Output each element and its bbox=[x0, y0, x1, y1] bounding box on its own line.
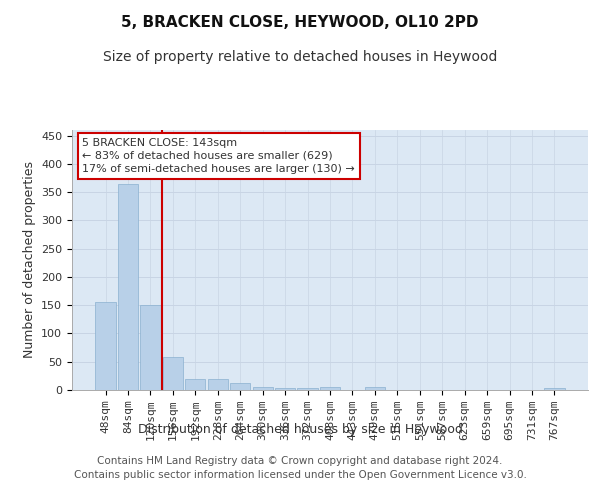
Text: Contains HM Land Registry data © Crown copyright and database right 2024.
Contai: Contains HM Land Registry data © Crown c… bbox=[74, 456, 526, 480]
Bar bbox=[140, 305, 161, 390]
Bar bbox=[298, 388, 317, 390]
Bar bbox=[118, 184, 138, 390]
Bar bbox=[163, 357, 183, 390]
Bar bbox=[208, 378, 228, 390]
Bar bbox=[320, 387, 340, 390]
Text: 5 BRACKEN CLOSE: 143sqm
← 83% of detached houses are smaller (629)
17% of semi-d: 5 BRACKEN CLOSE: 143sqm ← 83% of detache… bbox=[82, 138, 355, 174]
Y-axis label: Number of detached properties: Number of detached properties bbox=[23, 162, 35, 358]
Text: Size of property relative to detached houses in Heywood: Size of property relative to detached ho… bbox=[103, 50, 497, 64]
Bar bbox=[544, 388, 565, 390]
Bar bbox=[95, 302, 116, 390]
Bar bbox=[230, 382, 250, 390]
Text: 5, BRACKEN CLOSE, HEYWOOD, OL10 2PD: 5, BRACKEN CLOSE, HEYWOOD, OL10 2PD bbox=[121, 15, 479, 30]
Bar bbox=[253, 387, 273, 390]
Bar bbox=[365, 387, 385, 390]
Bar bbox=[185, 378, 205, 390]
Bar bbox=[275, 388, 295, 390]
Text: Distribution of detached houses by size in Heywood: Distribution of detached houses by size … bbox=[137, 424, 463, 436]
